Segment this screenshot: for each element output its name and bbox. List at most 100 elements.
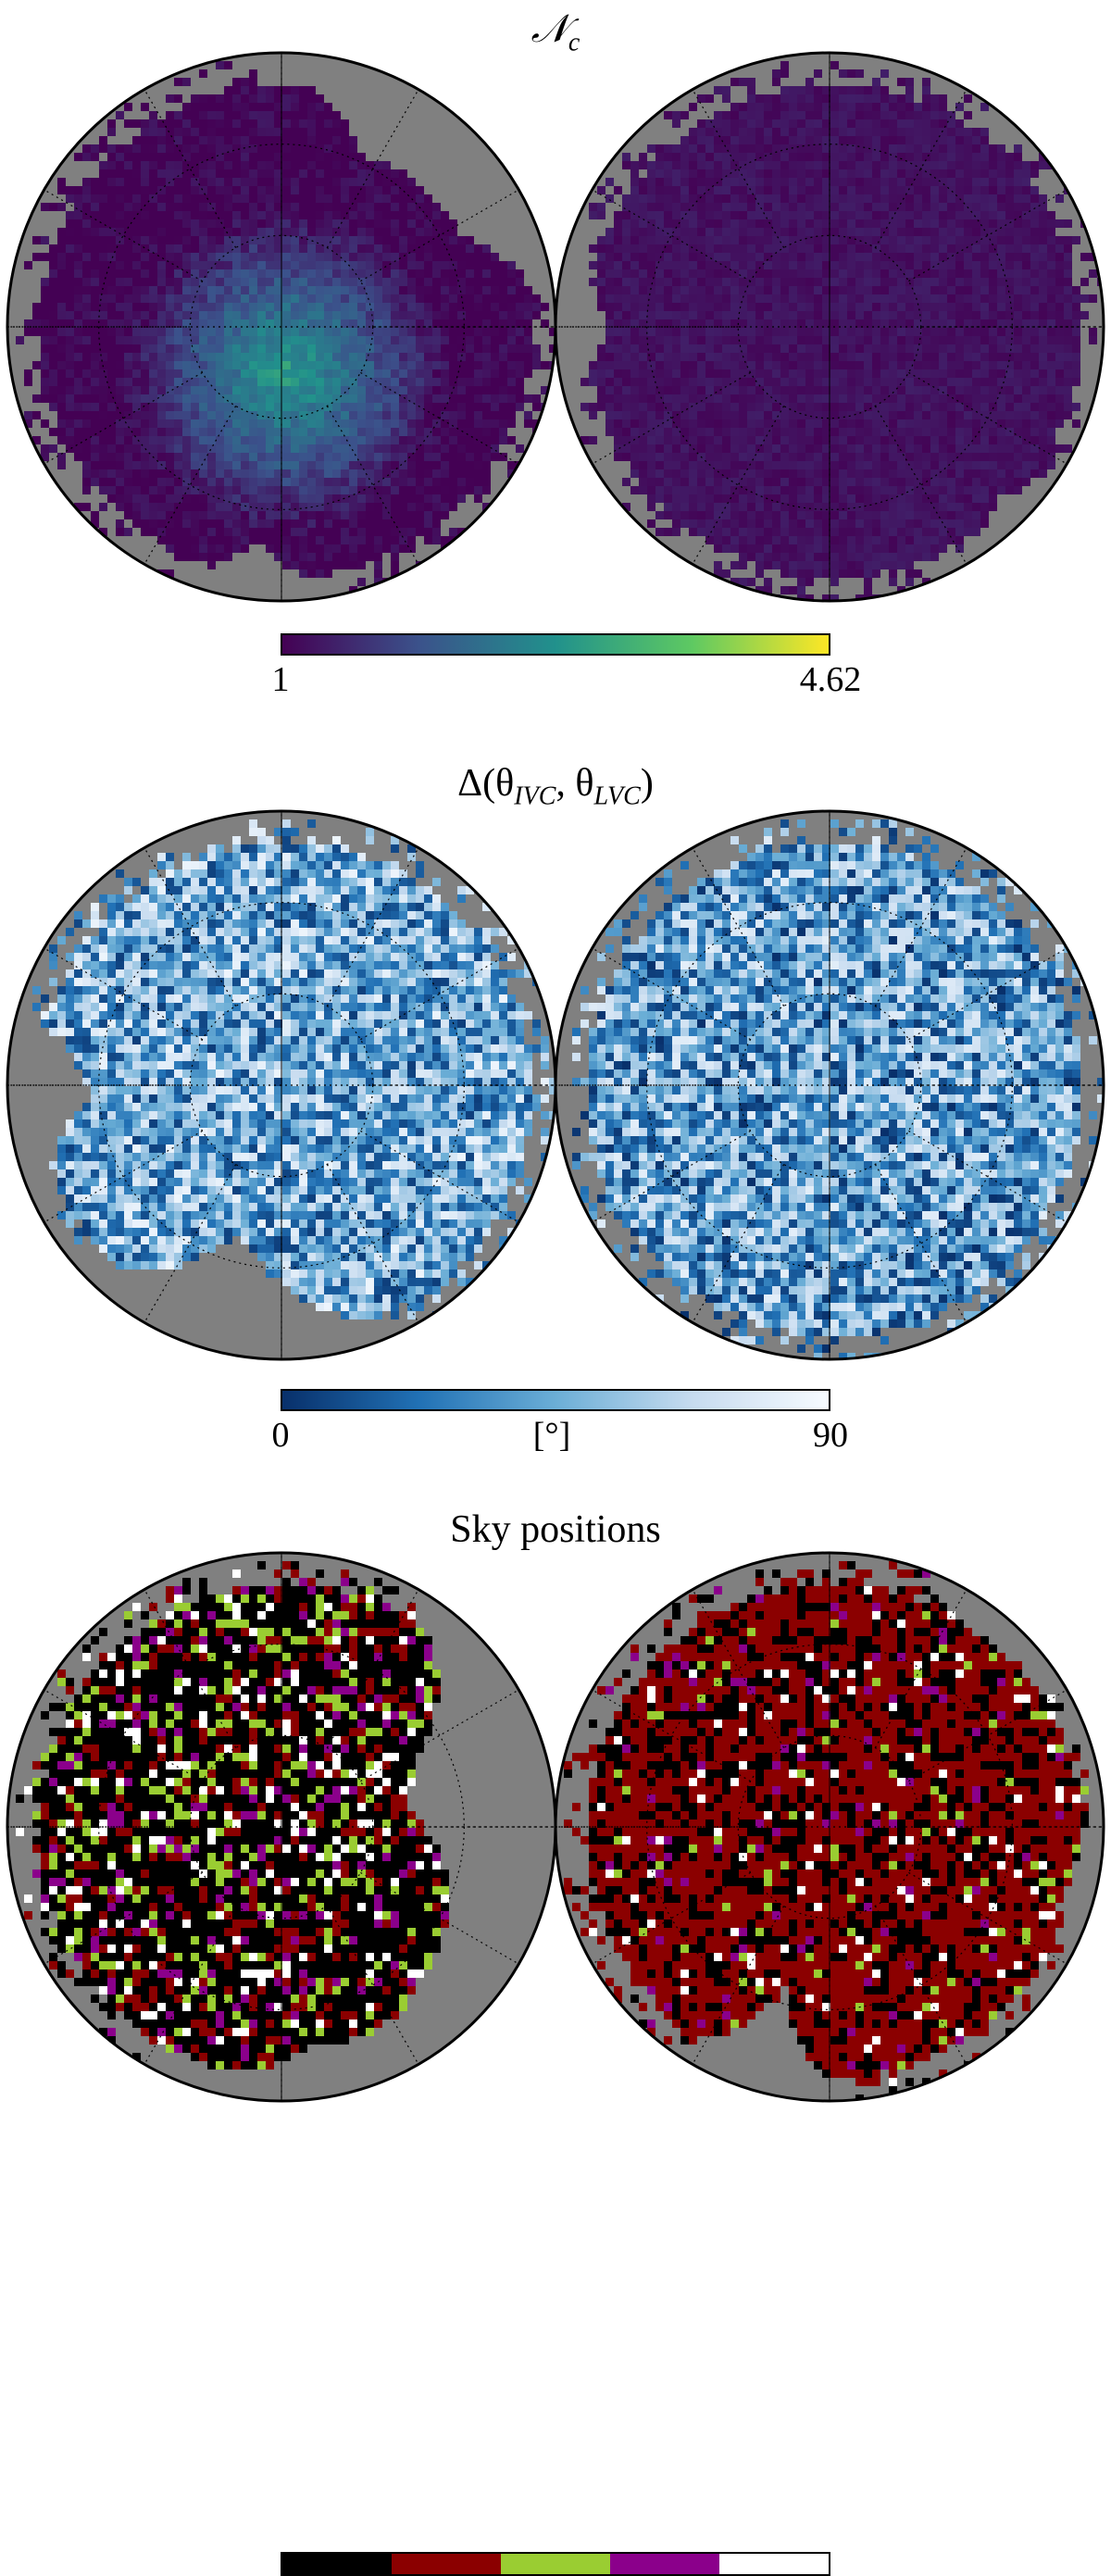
map-pixel bbox=[216, 361, 224, 369]
map-pixel bbox=[897, 328, 905, 336]
map-pixel bbox=[839, 411, 847, 419]
map-pixel bbox=[747, 436, 755, 444]
map-pixel bbox=[747, 153, 755, 161]
map-pixel bbox=[532, 303, 541, 311]
map-pixel bbox=[714, 228, 722, 236]
map-pixel bbox=[216, 386, 224, 394]
map-pixel bbox=[664, 286, 672, 294]
map-pixel bbox=[99, 144, 107, 153]
map-pixel bbox=[730, 344, 739, 353]
map-pixel bbox=[224, 411, 232, 419]
map-pixel bbox=[872, 236, 880, 244]
map-pixel bbox=[66, 369, 74, 378]
map-pixel bbox=[905, 419, 914, 428]
map-pixel bbox=[99, 178, 107, 186]
map-pixel bbox=[1014, 269, 1022, 278]
map-pixel bbox=[805, 269, 814, 278]
map-pixel bbox=[216, 553, 224, 561]
map-pixel bbox=[116, 219, 124, 228]
map-pixel bbox=[207, 478, 216, 486]
map-pixel bbox=[772, 436, 780, 444]
map-pixel bbox=[939, 194, 947, 203]
map-pixel bbox=[174, 486, 182, 494]
map-pixel bbox=[316, 186, 324, 194]
map-pixel bbox=[116, 303, 124, 311]
map-pixel bbox=[722, 228, 730, 236]
map-pixel bbox=[424, 253, 432, 261]
map-pixel bbox=[399, 228, 407, 236]
map-pixel bbox=[1047, 244, 1055, 253]
map-pixel bbox=[332, 319, 341, 328]
map-pixel bbox=[755, 403, 764, 411]
map-pixel bbox=[391, 286, 399, 294]
map-pixel bbox=[739, 78, 747, 86]
map-pixel bbox=[714, 278, 722, 286]
map-pixel bbox=[739, 203, 747, 211]
map-pixel bbox=[864, 144, 872, 153]
map-pixel bbox=[964, 161, 972, 169]
map-pixel bbox=[855, 253, 864, 261]
map-pixel bbox=[199, 119, 207, 128]
map-pixel bbox=[772, 328, 780, 336]
map-pixel bbox=[91, 469, 99, 478]
map-pixel bbox=[697, 119, 705, 128]
map-pixel bbox=[780, 169, 789, 178]
map-pixel bbox=[74, 303, 82, 311]
map-pixel bbox=[855, 269, 864, 278]
map-pixel bbox=[622, 336, 630, 344]
map-pixel bbox=[349, 286, 357, 294]
map-pixel bbox=[1064, 353, 1072, 361]
map-pixel bbox=[939, 411, 947, 419]
map-pixel bbox=[689, 228, 697, 236]
map-pixel bbox=[764, 244, 772, 253]
map-pixel bbox=[830, 386, 839, 394]
map-pixel bbox=[664, 436, 672, 444]
map-pixel bbox=[855, 186, 864, 194]
map-pixel bbox=[224, 161, 232, 169]
map-pixel bbox=[655, 203, 664, 211]
map-pixel bbox=[814, 286, 822, 294]
map-pixel bbox=[507, 319, 516, 328]
map-pixel bbox=[1047, 403, 1055, 411]
map-pixel bbox=[457, 311, 466, 319]
map-pixel bbox=[341, 411, 349, 419]
map-pixel bbox=[374, 244, 382, 253]
map-pixel bbox=[947, 303, 955, 311]
map-pixel bbox=[457, 436, 466, 444]
map-pixel bbox=[174, 553, 182, 561]
map-pixel bbox=[855, 244, 864, 253]
map-pixel bbox=[680, 444, 689, 453]
map-pixel bbox=[839, 353, 847, 361]
map-pixel bbox=[216, 153, 224, 161]
map-pixel bbox=[830, 286, 839, 294]
map-pixel bbox=[789, 444, 797, 453]
map-pixel bbox=[207, 536, 216, 544]
map-pixel bbox=[274, 303, 282, 311]
map-pixel bbox=[764, 328, 772, 336]
map-pixel bbox=[366, 461, 374, 469]
map-pixel bbox=[374, 361, 382, 369]
map-pixel bbox=[1072, 328, 1080, 336]
map-pixel bbox=[274, 361, 282, 369]
map-pixel bbox=[82, 369, 91, 378]
map-pixel bbox=[914, 111, 922, 119]
map-pixel bbox=[872, 144, 880, 153]
map-pixel bbox=[299, 194, 307, 203]
map-pixel bbox=[149, 194, 157, 203]
map-pixel bbox=[524, 319, 532, 328]
map-pixel bbox=[930, 369, 939, 378]
map-pixel bbox=[630, 161, 639, 169]
map-pixel bbox=[722, 186, 730, 194]
map-pixel bbox=[132, 194, 141, 203]
map-pixel bbox=[672, 144, 680, 153]
map-pixel bbox=[1039, 378, 1047, 386]
map-pixel bbox=[257, 194, 266, 203]
map-pixel bbox=[1064, 236, 1072, 244]
map-pixel bbox=[880, 419, 889, 428]
map-pixel bbox=[341, 328, 349, 336]
map-pixel bbox=[872, 278, 880, 286]
map-pixel bbox=[930, 294, 939, 303]
map-pixel bbox=[880, 353, 889, 361]
map-pixel bbox=[241, 386, 249, 394]
map-pixel bbox=[689, 328, 697, 336]
